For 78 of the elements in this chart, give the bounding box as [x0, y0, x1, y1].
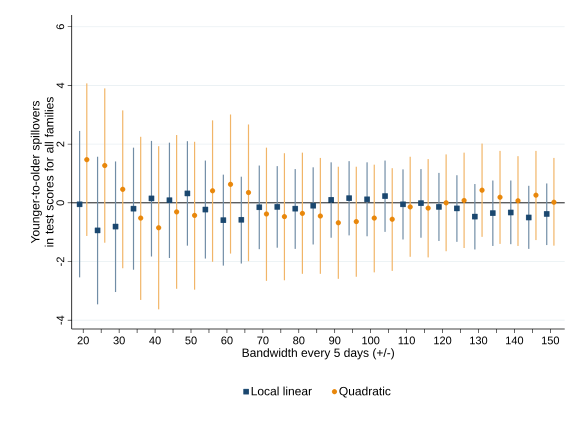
point	[436, 204, 442, 210]
point	[461, 198, 467, 204]
x-tick-label: 110	[398, 336, 415, 344]
point	[497, 194, 503, 200]
point	[94, 228, 100, 234]
point	[328, 197, 334, 203]
point	[138, 215, 144, 221]
point	[192, 212, 198, 218]
point	[551, 200, 557, 205]
point	[490, 210, 496, 216]
x-tick-label: 60	[221, 336, 233, 344]
x-tick-label: 120	[434, 336, 452, 344]
point	[120, 186, 126, 192]
point	[274, 204, 280, 210]
point	[156, 225, 162, 230]
point	[210, 188, 216, 194]
point	[246, 190, 252, 196]
point	[292, 206, 298, 212]
point	[382, 193, 388, 199]
point	[515, 198, 521, 204]
x-tick-label: 20	[78, 336, 89, 344]
point	[184, 190, 190, 196]
x-tick-label: 70	[257, 336, 269, 344]
y-tick-label: 4	[56, 82, 64, 88]
point	[238, 217, 244, 223]
y-tick-label: 2	[56, 142, 64, 147]
x-tick-label: 150	[542, 336, 560, 344]
point	[544, 211, 550, 217]
point	[364, 196, 370, 202]
point	[354, 218, 359, 224]
x-tick-label: 140	[506, 336, 524, 344]
x-tick-label: 100	[362, 336, 380, 344]
point	[418, 200, 424, 206]
point	[426, 205, 431, 211]
point	[533, 192, 539, 198]
point	[300, 210, 305, 216]
legend-label: Quadratic	[339, 386, 391, 398]
point	[84, 157, 90, 162]
point	[130, 206, 136, 212]
point	[102, 162, 108, 168]
point	[112, 224, 118, 230]
point	[508, 210, 514, 216]
x-tick-label: 40	[149, 336, 161, 344]
y-tick-label: 6	[56, 24, 64, 30]
y-tick-label: 0	[56, 200, 64, 206]
point	[372, 215, 377, 221]
point	[390, 216, 395, 222]
point	[472, 214, 478, 220]
point	[454, 206, 460, 212]
x-tick-label: 90	[329, 336, 340, 344]
x-tick-label: 30	[113, 336, 125, 344]
point	[174, 209, 180, 215]
y-tick-label: -2	[56, 257, 64, 266]
point	[228, 182, 234, 187]
legend-label: Local linear	[252, 386, 312, 396]
point	[526, 214, 532, 220]
point	[318, 213, 323, 219]
point	[336, 220, 341, 226]
point	[400, 201, 406, 208]
point	[202, 206, 208, 212]
point	[479, 188, 485, 193]
point	[346, 195, 352, 201]
y-tick-label: -4	[56, 316, 64, 325]
point	[76, 201, 82, 208]
point	[282, 214, 288, 220]
x-tick-label: 80	[293, 336, 304, 344]
point	[148, 196, 154, 202]
point	[408, 204, 413, 210]
x-tick-label: 130	[470, 336, 488, 344]
y-axis-title: Younger-to-older spillovers in test scores for all families	[30, 97, 54, 247]
point	[220, 217, 226, 223]
point	[310, 202, 316, 209]
x-tick-label: 50	[185, 336, 197, 344]
point	[264, 211, 270, 217]
point	[166, 197, 172, 203]
point	[256, 204, 262, 210]
point	[444, 200, 449, 206]
x-axis-title: Bandwidth every 5 days (+/-)	[242, 348, 394, 360]
